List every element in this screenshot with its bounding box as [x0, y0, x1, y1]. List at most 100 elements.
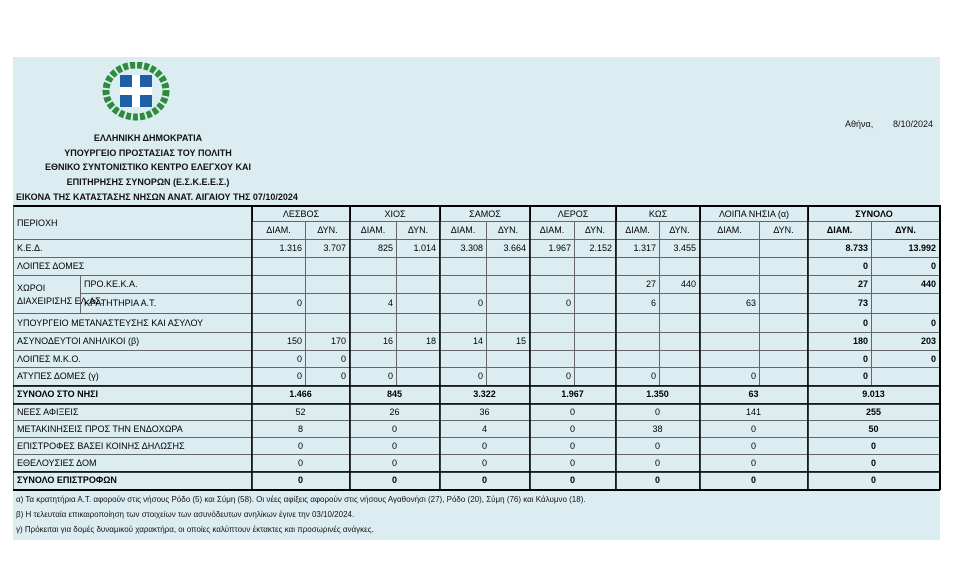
header-line: ΥΠΟΥΡΓΕΙΟ ΠΡΟΣΤΑΣΙΑΣ ΤΟΥ ΠΟΛΙΤΗ	[64, 147, 232, 158]
merged-cell: 0	[700, 421, 808, 438]
merged-cell: 0	[350, 438, 440, 455]
cell	[660, 258, 700, 276]
cell	[350, 258, 397, 276]
cell: 3.664	[487, 240, 530, 258]
cell: 15	[487, 333, 530, 351]
cell	[575, 294, 616, 314]
cell: 2.152	[575, 240, 616, 258]
merged-cell: 50	[808, 421, 940, 438]
group-header: ΣΥΝΟΛΟ	[808, 205, 940, 222]
merged-cell: 0	[252, 472, 350, 490]
merged-cell: 0	[350, 472, 440, 490]
group-header: ΛΕΡΟΣ	[530, 205, 616, 222]
group-header: ΛΕΣΒΟΣ	[252, 205, 350, 222]
cell	[616, 351, 660, 368]
cell	[575, 258, 616, 276]
cell	[306, 276, 350, 294]
merged-cell: 0	[808, 438, 940, 455]
cell	[397, 368, 440, 386]
row-label: ΣΥΝΟΛΟ ΣΤΟ ΝΗΣΙ	[13, 386, 252, 404]
cell	[306, 294, 350, 314]
row-label: ΜΕΤΑΚΙΝΗΣΕΙΣ ΠΡΟΣ ΤΗΝ ΕΝΔΟΧΩΡΑ	[13, 421, 252, 438]
cell	[487, 258, 530, 276]
cell	[530, 333, 575, 351]
cell	[872, 368, 940, 386]
cell: 1.014	[397, 240, 440, 258]
cell: 0	[252, 351, 306, 368]
merged-cell: 845	[350, 386, 440, 404]
cell: 440	[872, 276, 940, 294]
cell	[760, 314, 808, 333]
row-sublabel: ΚΡΑΤΗΤΗΡΙΑ Α.Τ.	[80, 294, 252, 314]
cell: 0	[306, 368, 350, 386]
cell	[575, 351, 616, 368]
cell: 0	[808, 351, 872, 368]
row-label: ΑΣΥΝΟΔΕΥΤΟΙ ΑΝΗΛΙΚΟΙ (β)	[13, 333, 252, 351]
group-label: ΧΩΡΟΙ ΔΙΑΧΕΙΡΙΣΗΣ ΕΛ.ΑΣ.	[13, 276, 103, 314]
cell	[660, 351, 700, 368]
cell	[440, 314, 487, 333]
place: Αθήνα,	[845, 119, 874, 129]
footnote: α) Τα κρατητήρια Α.Τ. αφορούν στις νήσου…	[16, 495, 586, 504]
cell: 0	[872, 314, 940, 333]
merged-cell: 9.013	[808, 386, 940, 404]
row-label: ΣΥΝΟΛΟ ΕΠΙΣΤΡΟΦΩΝ	[13, 472, 252, 490]
cell: 180	[808, 333, 872, 351]
cell: 73	[808, 294, 872, 314]
cell: 4	[350, 294, 397, 314]
cell	[760, 351, 808, 368]
cell	[487, 351, 530, 368]
cell: 0	[350, 368, 397, 386]
merged-cell: 0	[700, 472, 808, 490]
cell: 0	[252, 368, 306, 386]
cell	[872, 294, 940, 314]
cell	[700, 333, 760, 351]
doc-title: ΕΙΚΟΝΑ ΤΗΣ ΚΑΤΑΣΤΑΣΗΣ ΝΗΣΩΝ ΑΝΑΤ. ΑΙΓΑΙΟ…	[16, 192, 298, 202]
cell: 0	[306, 351, 350, 368]
sub-header: ΔΙΑΜ.	[530, 222, 575, 240]
cell	[575, 333, 616, 351]
cell: 3.308	[440, 240, 487, 258]
cell: 6	[616, 294, 660, 314]
merged-cell: 0	[530, 421, 616, 438]
merged-cell: 26	[350, 404, 440, 421]
cell: 1.317	[616, 240, 660, 258]
sub-header: ΔΙΑΜ.	[440, 222, 487, 240]
cell	[700, 351, 760, 368]
merged-cell: 0	[350, 421, 440, 438]
merged-cell: 0	[530, 455, 616, 472]
cell	[575, 368, 616, 386]
cell: 0	[872, 258, 940, 276]
cell: 27	[616, 276, 660, 294]
row-label: ΝΕΕΣ ΑΦΙΞΕΙΣ	[13, 404, 252, 421]
row-label: ΛΟΙΠΕΣ Μ.Κ.Ο.	[13, 351, 252, 368]
cell: 0	[808, 258, 872, 276]
cell: 1.316	[252, 240, 306, 258]
cell: 0	[808, 368, 872, 386]
cell: 0	[616, 368, 660, 386]
merged-cell: 0	[808, 472, 940, 490]
sub-header: ΔΙΑΜ.	[616, 222, 660, 240]
cell	[616, 333, 660, 351]
cell: 13.992	[872, 240, 940, 258]
header-line: ΕΛΛΗΝΙΚΗ ΔΗΜΟΚΡΑΤΙΑ	[93, 133, 203, 143]
sub-header: ΔΥΝ.	[397, 222, 440, 240]
merged-cell: 36	[440, 404, 530, 421]
group-header: ΛΟΙΠΑ ΝΗΣΙΑ (α)	[700, 205, 808, 222]
merged-cell: 0	[440, 438, 530, 455]
cell	[760, 368, 808, 386]
cell	[760, 294, 808, 314]
cell: 0	[808, 314, 872, 333]
cell	[760, 276, 808, 294]
cell: 440	[660, 276, 700, 294]
cell: 825	[350, 240, 397, 258]
group-label-line: ΔΙΑΧΕΙΡΙΣΗΣ ΕΛ.ΑΣ.	[17, 295, 104, 306]
cell	[397, 314, 440, 333]
cell	[306, 314, 350, 333]
header-line: ΕΘΝΙΚΟ ΣΥΝΤΟΝΙΣΤΙΚΟ ΚΕΝΤΡΟ ΕΛΕΓΧΟΥ ΚΑΙ	[45, 162, 251, 172]
footnote: β) Η τελευταία επικαιροποίηση των στοιχε…	[16, 510, 355, 519]
merged-cell: 1.350	[616, 386, 700, 404]
cell	[397, 294, 440, 314]
cell	[350, 351, 397, 368]
